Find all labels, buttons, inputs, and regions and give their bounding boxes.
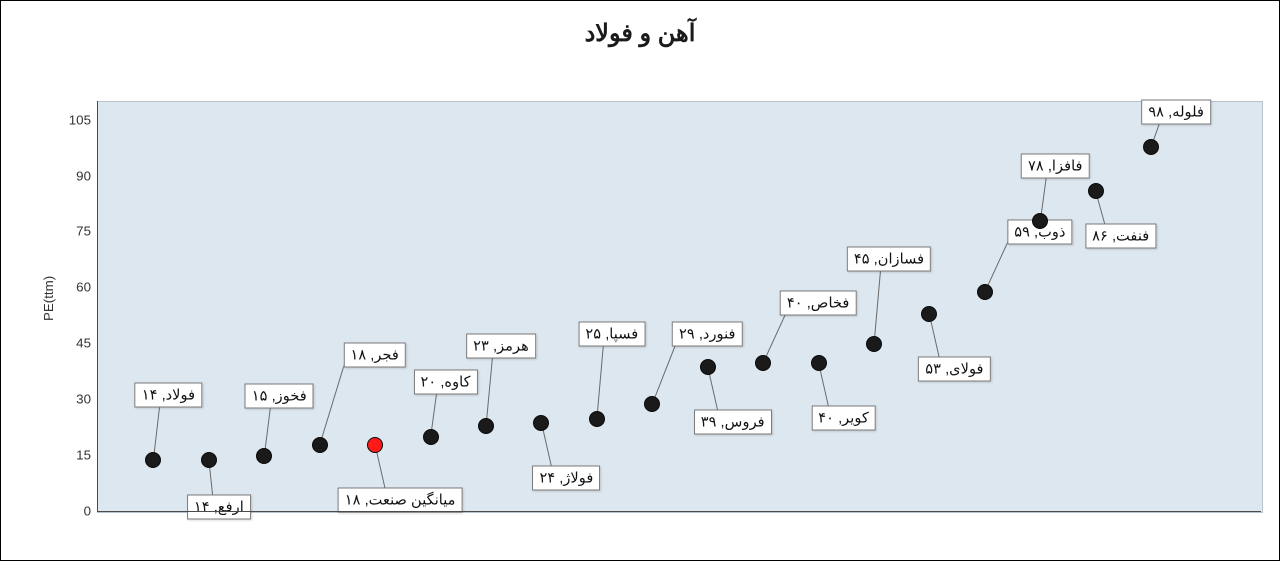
data-point [589, 411, 605, 427]
y-tick-label: 15 [63, 448, 91, 463]
data-point [533, 415, 549, 431]
x-axis-line [97, 511, 1261, 512]
y-tick-label: 90 [63, 168, 91, 183]
data-point [423, 429, 439, 445]
data-point [1088, 183, 1104, 199]
data-label: کویر, ۴۰ [811, 405, 876, 430]
y-tick-label: 60 [63, 280, 91, 295]
y-axis-line [97, 101, 98, 511]
data-label: فنفت, ۸۶ [1085, 224, 1156, 249]
leader-line [320, 355, 375, 445]
data-label: فجر, ۱۸ [343, 342, 405, 367]
data-label: فخوز, ۱۵ [245, 384, 314, 409]
data-point [811, 355, 827, 371]
data-point [644, 396, 660, 412]
data-point [367, 437, 383, 453]
data-label: فخاص, ۴۰ [780, 290, 857, 315]
data-point [755, 355, 771, 371]
y-tick-label: 105 [63, 112, 91, 127]
y-tick-label: 30 [63, 392, 91, 407]
data-point [145, 452, 161, 468]
leader-line [597, 334, 612, 419]
data-point [312, 437, 328, 453]
y-tick-label: 0 [63, 504, 91, 519]
plot-area: فولاد, ۱۴ارفع, ۱۴فخوز, ۱۵فجر, ۱۸میانگین … [97, 101, 1263, 513]
data-point [1032, 213, 1048, 229]
leader-line [874, 259, 889, 344]
data-point [256, 448, 272, 464]
data-label: فسازان, ۴۵ [847, 247, 931, 272]
data-label: ارفع, ۱۴ [187, 494, 251, 519]
data-label: هرمز, ۲۳ [466, 334, 536, 359]
data-point [977, 284, 993, 300]
data-label: فنورد, ۲۹ [672, 321, 743, 346]
chart-frame: آهن و فولاد فولاد, ۱۴ ارفع, ۱۴ فخوز, ۱۵ فجر… [0, 0, 1280, 561]
data-point [866, 336, 882, 352]
data-label: فولای, ۵۳ [918, 357, 990, 382]
data-point [921, 306, 937, 322]
data-label: فافزا, ۷۸ [1021, 154, 1090, 179]
y-tick-label: 45 [63, 336, 91, 351]
y-axis-title: PE(ttm) [41, 276, 56, 321]
data-label: فسپا, ۲۵ [578, 321, 645, 346]
data-point [478, 418, 494, 434]
data-label: فلوله, ۹۸ [1141, 99, 1211, 124]
chart-title: آهن و فولاد [1, 19, 1279, 48]
data-point [700, 359, 716, 375]
data-label: فولاد, ۱۴ [135, 382, 202, 407]
data-label: فولاژ, ۲۴ [532, 465, 600, 490]
data-point [201, 452, 217, 468]
y-tick-label: 75 [63, 224, 91, 239]
data-label: کاوه, ۲۰ [414, 370, 478, 395]
data-label: فروس, ۳۹ [694, 409, 772, 434]
data-point [1143, 139, 1159, 155]
data-label: میانگین صنعت, ۱۸ [338, 487, 463, 512]
